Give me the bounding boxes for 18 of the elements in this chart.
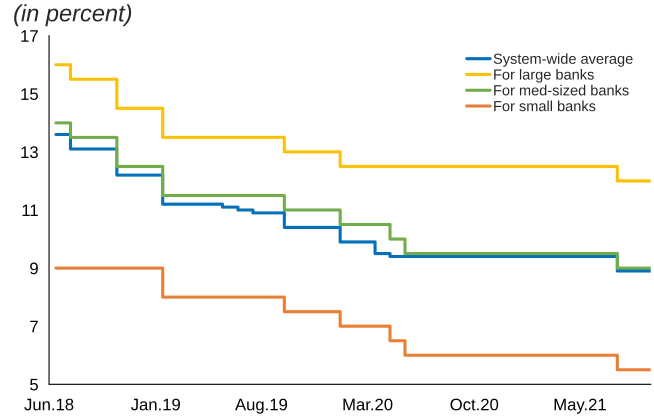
legend-label: System-wide average xyxy=(494,53,633,67)
legend-label: For small banks xyxy=(494,100,596,112)
x-tick-label: Mar.20 xyxy=(343,398,392,410)
y-tick-label: 7 xyxy=(30,320,38,332)
legend-label: For med-sized banks xyxy=(494,84,629,96)
y-tick-label: 13 xyxy=(21,146,38,158)
x-tick-label: Jan.19 xyxy=(130,398,180,410)
y-tick-label: 9 xyxy=(30,262,38,274)
legend-label: For large banks xyxy=(494,68,594,83)
x-tick-label: Jun.18 xyxy=(24,398,74,410)
y-tick-label: 11 xyxy=(22,204,38,216)
chart-title: (in percent) xyxy=(14,4,132,26)
y-tick-label: 17 xyxy=(21,30,38,42)
y-tick-label: 5 xyxy=(30,378,38,391)
x-tick-label: May.21 xyxy=(554,398,606,414)
y-tick-label: 15 xyxy=(21,88,38,100)
x-tick-label: Oct.20 xyxy=(450,398,498,410)
x-tick-label: Aug.19 xyxy=(235,398,288,414)
